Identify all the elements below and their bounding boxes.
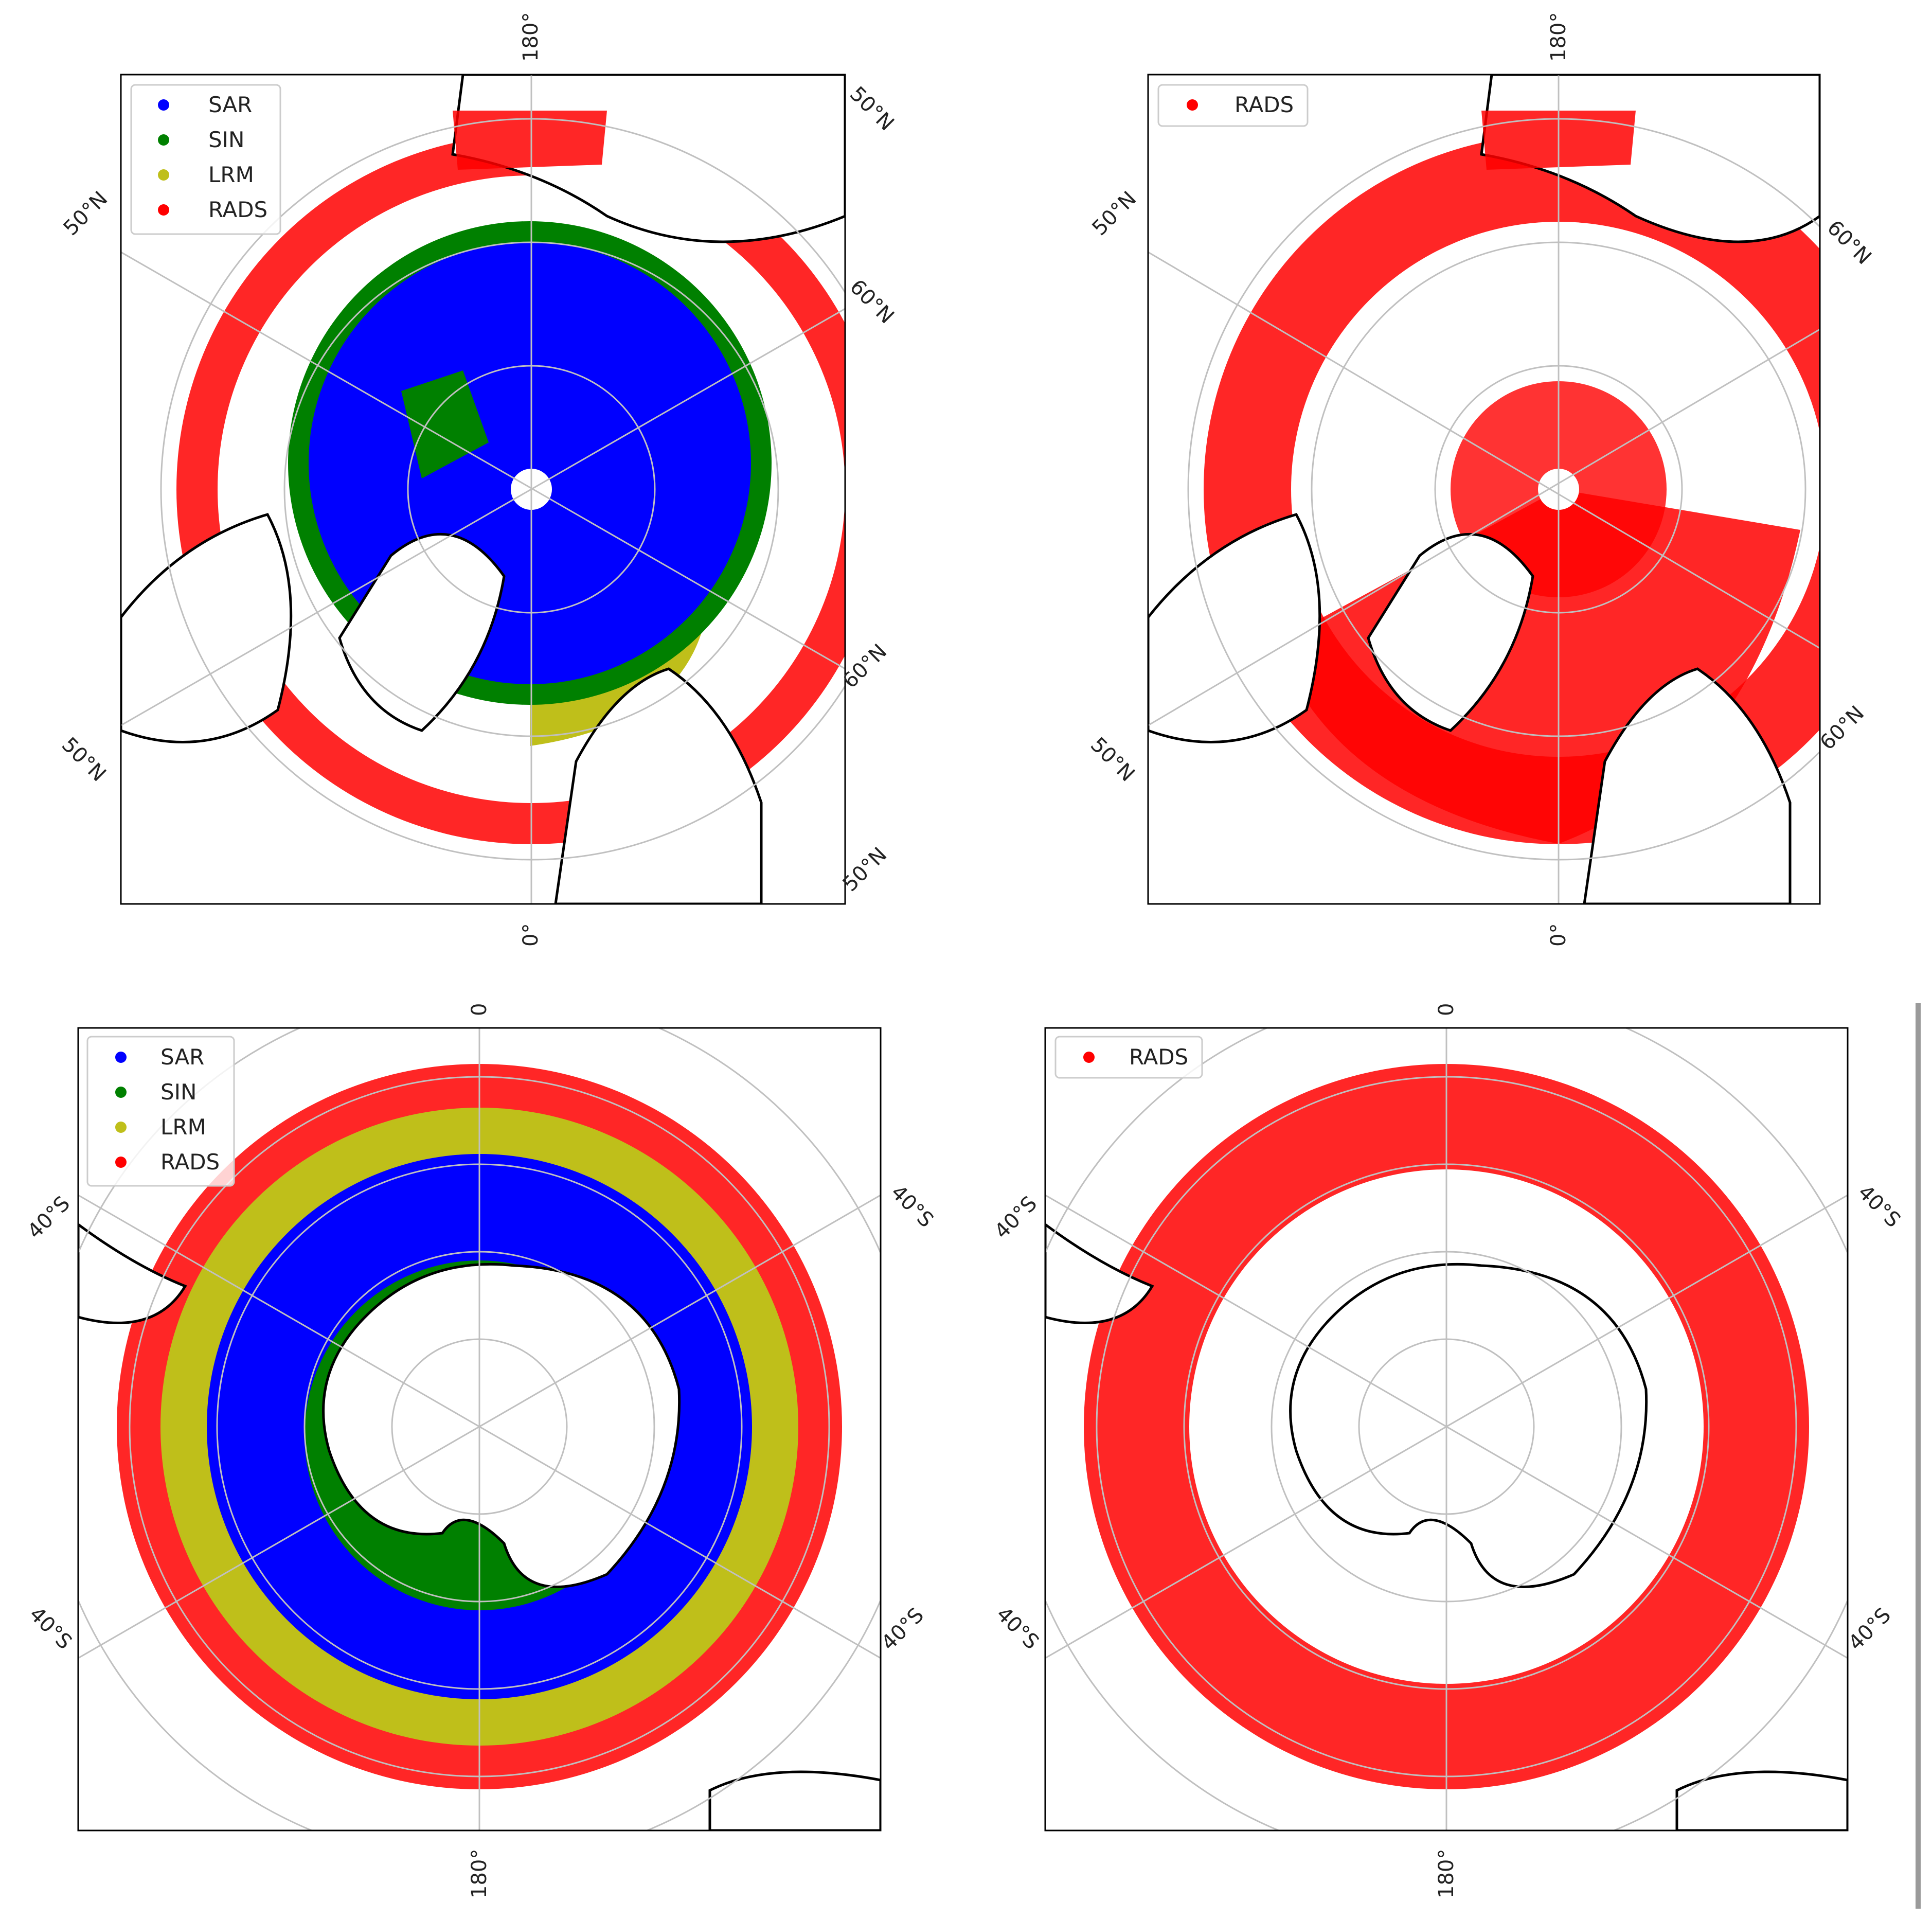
legend-label: RADS: [208, 197, 267, 222]
antarctica-land: [322, 1263, 681, 1588]
map-frame: [77, 1027, 882, 1832]
legend: RADS: [1054, 1036, 1203, 1079]
lat-label: 40°S: [992, 1603, 1044, 1655]
legend-label: SIN: [208, 127, 244, 152]
legend-label: RADS: [160, 1149, 220, 1175]
lat-label: 40°S: [1844, 1603, 1896, 1655]
lat-label: 50°N: [57, 733, 111, 787]
scrollbar[interactable]: [1916, 1003, 1921, 1909]
lat-label: 50°N: [1086, 733, 1139, 787]
legend: RADS: [1157, 84, 1309, 127]
legend-label: RADS: [1235, 92, 1294, 117]
legend-label: SIN: [160, 1079, 196, 1105]
graticule: [121, 75, 845, 904]
lat-label: 40°S: [23, 1192, 75, 1243]
legend: SAR SIN LRM RADS: [86, 1036, 235, 1187]
top-meridian-label: 0: [1435, 1003, 1458, 1016]
south-america-land: [78, 1222, 187, 1324]
bottom-meridian-label: 0°: [1547, 923, 1570, 947]
map-frame: [1147, 74, 1821, 905]
lat-label: 50°N: [1088, 187, 1141, 240]
south-america-land: [1045, 1222, 1154, 1324]
bottom-meridian-label: 180°: [1435, 1849, 1458, 1898]
greenland-land: [1367, 533, 1534, 732]
bottom-meridian-label: 0°: [519, 923, 543, 947]
top-meridian-label: 180°: [519, 12, 543, 62]
legend-label: SAR: [208, 92, 252, 117]
lat-label: 60°N: [838, 639, 892, 693]
top-meridian-label: 180°: [1547, 12, 1570, 62]
graticule: [1148, 75, 1820, 904]
lat-label: 60°N: [1822, 216, 1876, 270]
legend-label: RADS: [1129, 1044, 1188, 1070]
europe-land: [1583, 667, 1792, 904]
lat-label: 60°N: [845, 275, 899, 329]
panel-north-modes: 180° 0° 50°N 50°N 60°N 60°N 50°N 50°N SA…: [57, 12, 899, 947]
lat-label: 50°N: [59, 187, 113, 240]
antarctica-land: [1289, 1263, 1648, 1588]
legend-label: LRM: [208, 162, 254, 187]
graticule: [78, 1028, 881, 1830]
panel-south-modes: 0 180° 40°S 40°S 40°S 40°S SAR SIN LRM R…: [23, 1003, 938, 1898]
top-meridian-label: 0: [468, 1003, 491, 1016]
lat-label: 50°N: [838, 843, 892, 896]
lat-label: 40°S: [25, 1603, 77, 1655]
legend: SAR SIN LRM RADS: [130, 84, 281, 235]
north-america-land: [121, 513, 293, 743]
lat-label: 60°N: [1816, 701, 1869, 755]
lat-label: 40°S: [886, 1181, 938, 1233]
bottom-meridian-label: 180°: [468, 1849, 491, 1898]
europe-land: [554, 667, 763, 904]
lat-label: 40°S: [877, 1603, 929, 1655]
panel-north-rads: 180° 0° 50°N 60°N 50°N 60°N RADS: [1086, 12, 1876, 947]
graticule: [1045, 1028, 1848, 1830]
lat-label: 40°S: [990, 1192, 1042, 1243]
map-frame: [1044, 1027, 1849, 1832]
north-america-land: [1148, 513, 1321, 743]
legend-label: SAR: [160, 1044, 204, 1070]
legend-label: LRM: [160, 1114, 206, 1140]
map-frame: [120, 74, 846, 905]
panel-south-rads: 0 180° 40°S 40°S 40°S 40°S RADS: [990, 1003, 1905, 1898]
lat-label: 40°S: [1853, 1181, 1905, 1233]
lat-label: 50°N: [845, 82, 899, 136]
